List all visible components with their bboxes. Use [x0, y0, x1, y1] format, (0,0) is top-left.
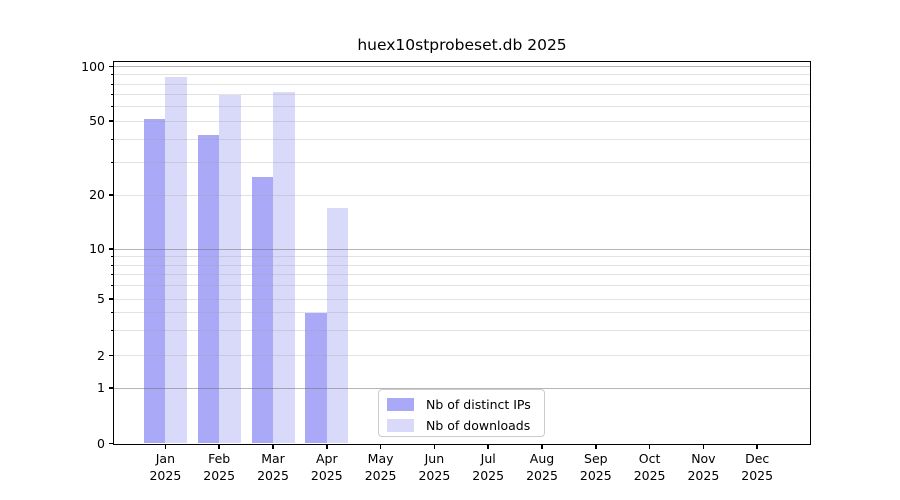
- y-tick-label: 20: [89, 187, 105, 202]
- x-tick-mark: [433, 444, 436, 449]
- y-tick-label: 10: [89, 241, 105, 256]
- y-tick-label: 50: [89, 113, 105, 128]
- gridline-minor: [114, 161, 810, 163]
- gridline-minor: [114, 106, 810, 108]
- gridline-minor: [114, 83, 810, 85]
- y-minor-tick-mark: [111, 330, 113, 332]
- x-tick-label-jun: Jun 2025: [418, 451, 451, 483]
- legend-label-distinct-ips: Nb of distinct IPs: [426, 397, 531, 412]
- y-tick-label: 2: [97, 347, 105, 363]
- x-tick-label-oct: Oct 2025: [633, 451, 666, 483]
- x-tick-mark: [648, 444, 651, 449]
- x-tick-label-sep: Sep 2025: [579, 451, 612, 483]
- gridline-minor: [114, 330, 810, 332]
- legend-label-downloads: Nb of downloads: [426, 418, 531, 433]
- legend-swatch-distinct-ips-icon: [387, 398, 414, 411]
- x-tick-label-nov: Nov 2025: [687, 451, 720, 483]
- legend-item-distinct-ips: Nb of distinct IPs: [387, 394, 536, 415]
- bar-downloads-apr: [326, 207, 349, 444]
- y-tick-mark: [109, 442, 113, 445]
- y-minor-tick-mark: [111, 285, 113, 287]
- bar-downloads-feb: [219, 94, 241, 444]
- y-minor-tick-mark: [111, 161, 113, 163]
- gridline-minor: [114, 312, 810, 314]
- gridline-minor: [114, 256, 810, 258]
- gridline-minor: [114, 138, 810, 140]
- x-tick-label-dec: Dec 2025: [741, 451, 774, 483]
- gridline-minor: [114, 94, 810, 96]
- x-tick-label-apr: Apr 2025: [310, 451, 343, 483]
- bar-distinct-ips-apr: [305, 312, 327, 444]
- y-tick-label: 5: [97, 291, 105, 306]
- y-minor-tick-mark: [111, 74, 113, 76]
- gridline-minor: [114, 194, 810, 196]
- x-tick-mark: [756, 444, 758, 449]
- y-minor-tick-mark: [111, 138, 113, 140]
- x-tick-mark: [595, 444, 597, 449]
- x-tick-mark: [164, 444, 167, 449]
- gridline-minor: [114, 274, 810, 276]
- x-tick-label-feb: Feb 2025: [203, 451, 236, 483]
- x-tick-mark: [379, 444, 382, 449]
- x-tick-mark: [487, 444, 489, 449]
- x-tick-label-may: May 2025: [364, 451, 397, 483]
- gridline-minor: [114, 285, 810, 287]
- x-tick-label-jul: Jul 2025: [472, 451, 505, 483]
- bar-downloads-jan: [165, 76, 187, 444]
- y-tick-label: 1: [97, 380, 105, 395]
- y-minor-tick-mark: [111, 264, 113, 266]
- legend: Nb of distinct IPs Nb of downloads: [378, 389, 545, 437]
- x-tick-mark: [326, 444, 328, 449]
- y-minor-tick-mark: [111, 106, 113, 108]
- gridline-minor: [114, 120, 810, 122]
- x-tick-label-jan: Jan 2025: [149, 451, 182, 483]
- legend-swatch-downloads-icon: [387, 419, 414, 432]
- x-tick-mark: [272, 444, 274, 449]
- x-tick-mark: [541, 444, 543, 449]
- y-tick-label: 0: [97, 435, 105, 451]
- bar-downloads-mar: [273, 92, 295, 444]
- x-tick-mark: [702, 444, 705, 449]
- gridline-major: [114, 66, 810, 68]
- y-minor-tick-mark: [111, 83, 113, 85]
- y-tick-mark: [109, 248, 113, 250]
- gridline-minor: [114, 264, 810, 266]
- y-tick-mark: [109, 120, 113, 122]
- chart-title: huex10stprobeset.db 2025: [357, 36, 567, 54]
- y-minor-tick-mark: [111, 256, 113, 258]
- gridline-minor: [114, 355, 810, 357]
- y-tick-mark: [109, 65, 113, 68]
- y-tick-mark: [109, 387, 113, 389]
- gridline-major: [114, 387, 810, 389]
- x-tick-label-mar: Mar 2025: [257, 451, 289, 483]
- bar-distinct-ips-mar: [251, 176, 273, 444]
- y-tick-mark: [109, 194, 113, 196]
- bar-distinct-ips-jan: [143, 119, 166, 444]
- bar-distinct-ips-feb: [197, 135, 220, 444]
- y-minor-tick-mark: [111, 274, 113, 276]
- gridline-major: [114, 248, 810, 250]
- plot-area: [113, 61, 811, 445]
- gridline-minor: [114, 298, 810, 300]
- y-tick-mark: [109, 354, 113, 357]
- legend-item-downloads: Nb of downloads: [387, 415, 536, 436]
- y-minor-tick-mark: [111, 312, 113, 314]
- x-tick-label-aug: Aug 2025: [526, 451, 558, 483]
- y-tick-label: 100: [81, 58, 105, 74]
- y-minor-tick-mark: [111, 94, 113, 96]
- x-tick-mark: [218, 444, 220, 449]
- gridline-minor: [114, 74, 810, 76]
- y-tick-mark: [109, 298, 113, 300]
